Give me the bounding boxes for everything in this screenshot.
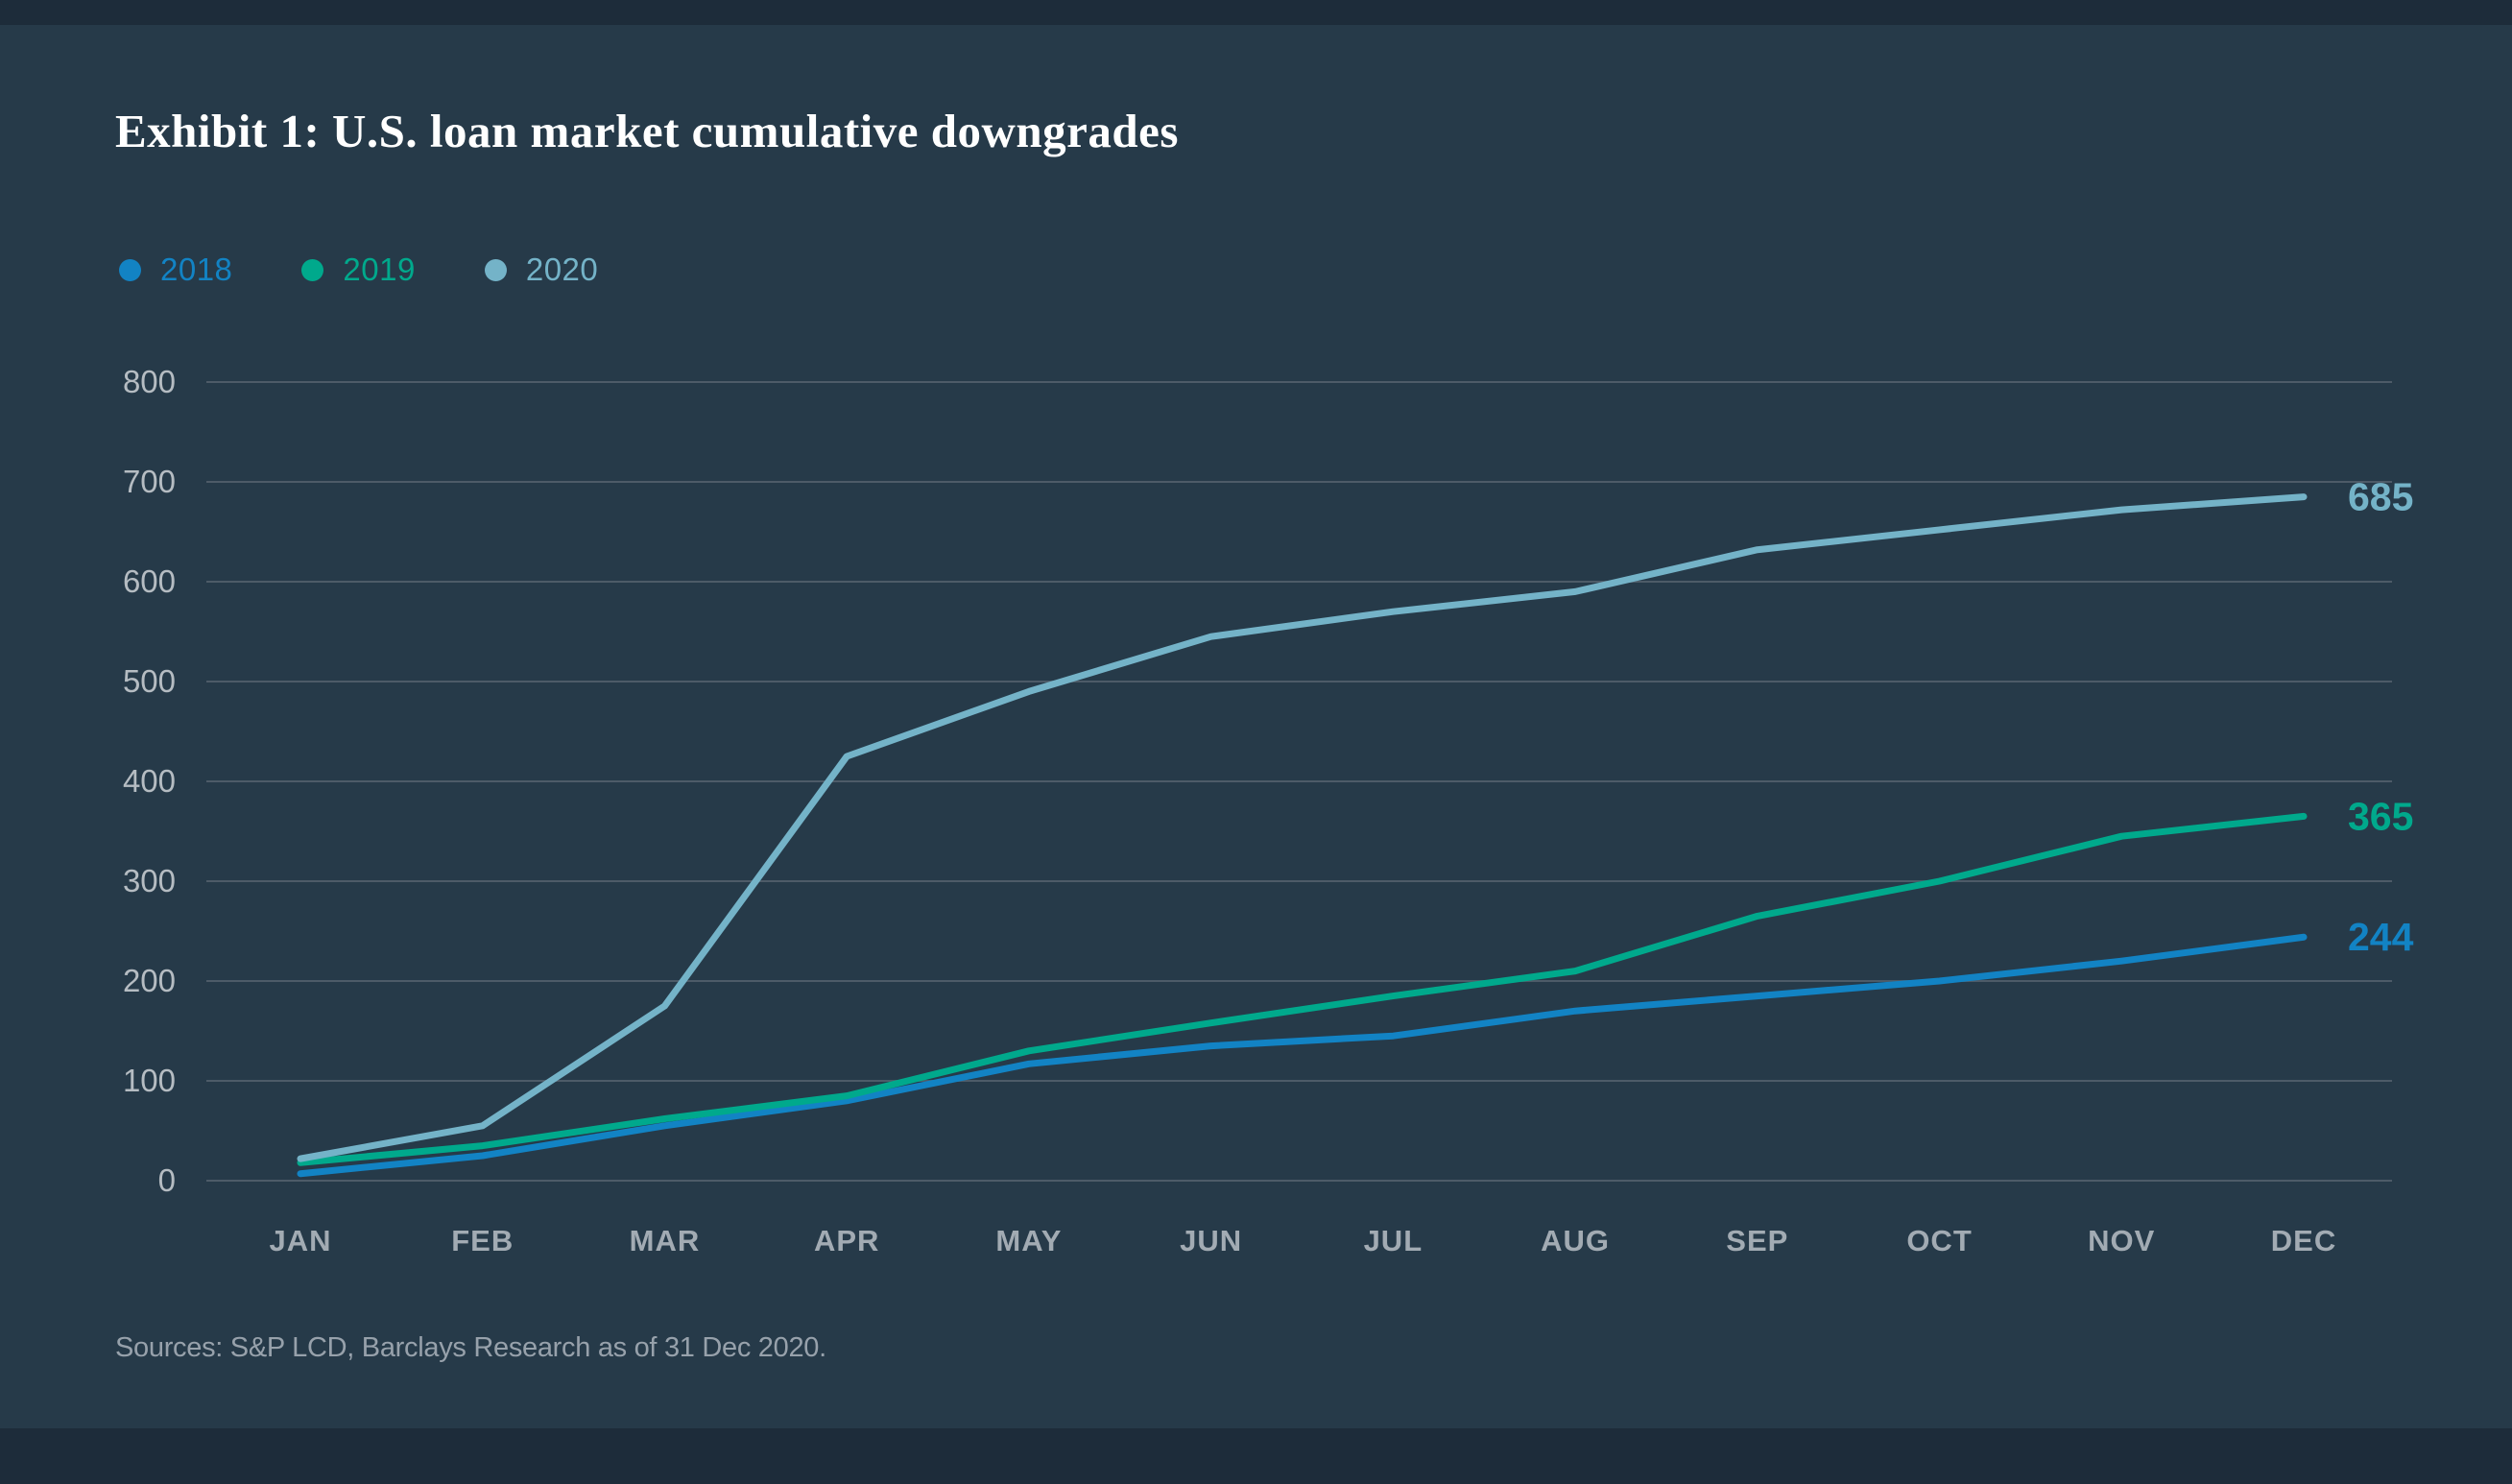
x-axis-label: FEB bbox=[451, 1224, 514, 1257]
chart-title: Exhibit 1: U.S. loan market cumulative d… bbox=[115, 105, 1180, 157]
legend-item-label: 2018 bbox=[160, 251, 233, 287]
series-line-2018 bbox=[297, 933, 2308, 1178]
x-axis-label: AUG bbox=[1541, 1224, 1610, 1257]
legend-dot-icon bbox=[119, 258, 141, 281]
legend-dot-icon bbox=[301, 258, 324, 281]
y-axis-label: 0 bbox=[158, 1162, 176, 1198]
series-end-label-2019: 365 bbox=[2348, 794, 2413, 838]
legend-item-label: 2020 bbox=[525, 251, 599, 287]
x-axis-label: OCT bbox=[1906, 1224, 1972, 1257]
x-axis-label: JUN bbox=[1180, 1224, 1242, 1257]
bottom-edge-band bbox=[0, 1428, 2512, 1484]
y-axis-label: 300 bbox=[123, 863, 176, 898]
y-axis-label: 100 bbox=[123, 1063, 176, 1098]
y-axis-label: 500 bbox=[123, 663, 176, 699]
legend: 2018 2019 2020 bbox=[119, 251, 598, 288]
legend-item-2019: 2019 bbox=[301, 251, 415, 288]
legend-dot-icon bbox=[484, 258, 507, 281]
x-axis-label: DEC bbox=[2271, 1224, 2336, 1257]
y-axis-label: 800 bbox=[123, 364, 176, 399]
top-edge-band bbox=[0, 0, 2512, 25]
series-line-2019 bbox=[297, 812, 2308, 1166]
x-axis-label: JAN bbox=[269, 1224, 331, 1257]
legend-item-label: 2019 bbox=[343, 251, 416, 287]
x-axis-label: JUL bbox=[1364, 1224, 1423, 1257]
x-axis-label: NOV bbox=[2088, 1224, 2155, 1257]
x-axis-label: SEP bbox=[1726, 1224, 1788, 1257]
x-axis-label: MAY bbox=[995, 1224, 1062, 1257]
y-axis-label: 200 bbox=[123, 963, 176, 998]
series-end-label-2020: 685 bbox=[2348, 475, 2413, 519]
y-axis-label: 400 bbox=[123, 763, 176, 799]
legend-item-2020: 2020 bbox=[484, 251, 599, 288]
x-axis-label: APR bbox=[814, 1224, 879, 1257]
series-line-2020 bbox=[297, 493, 2308, 1162]
legend-item-2018: 2018 bbox=[119, 251, 232, 288]
y-axis-label: 600 bbox=[123, 563, 176, 599]
y-axis-label: 700 bbox=[123, 464, 176, 499]
x-axis-label: MAR bbox=[630, 1224, 701, 1257]
source-note: Sources: S&P LCD, Barclays Research as o… bbox=[115, 1332, 826, 1363]
series-end-label-2018: 244 bbox=[2348, 915, 2414, 959]
